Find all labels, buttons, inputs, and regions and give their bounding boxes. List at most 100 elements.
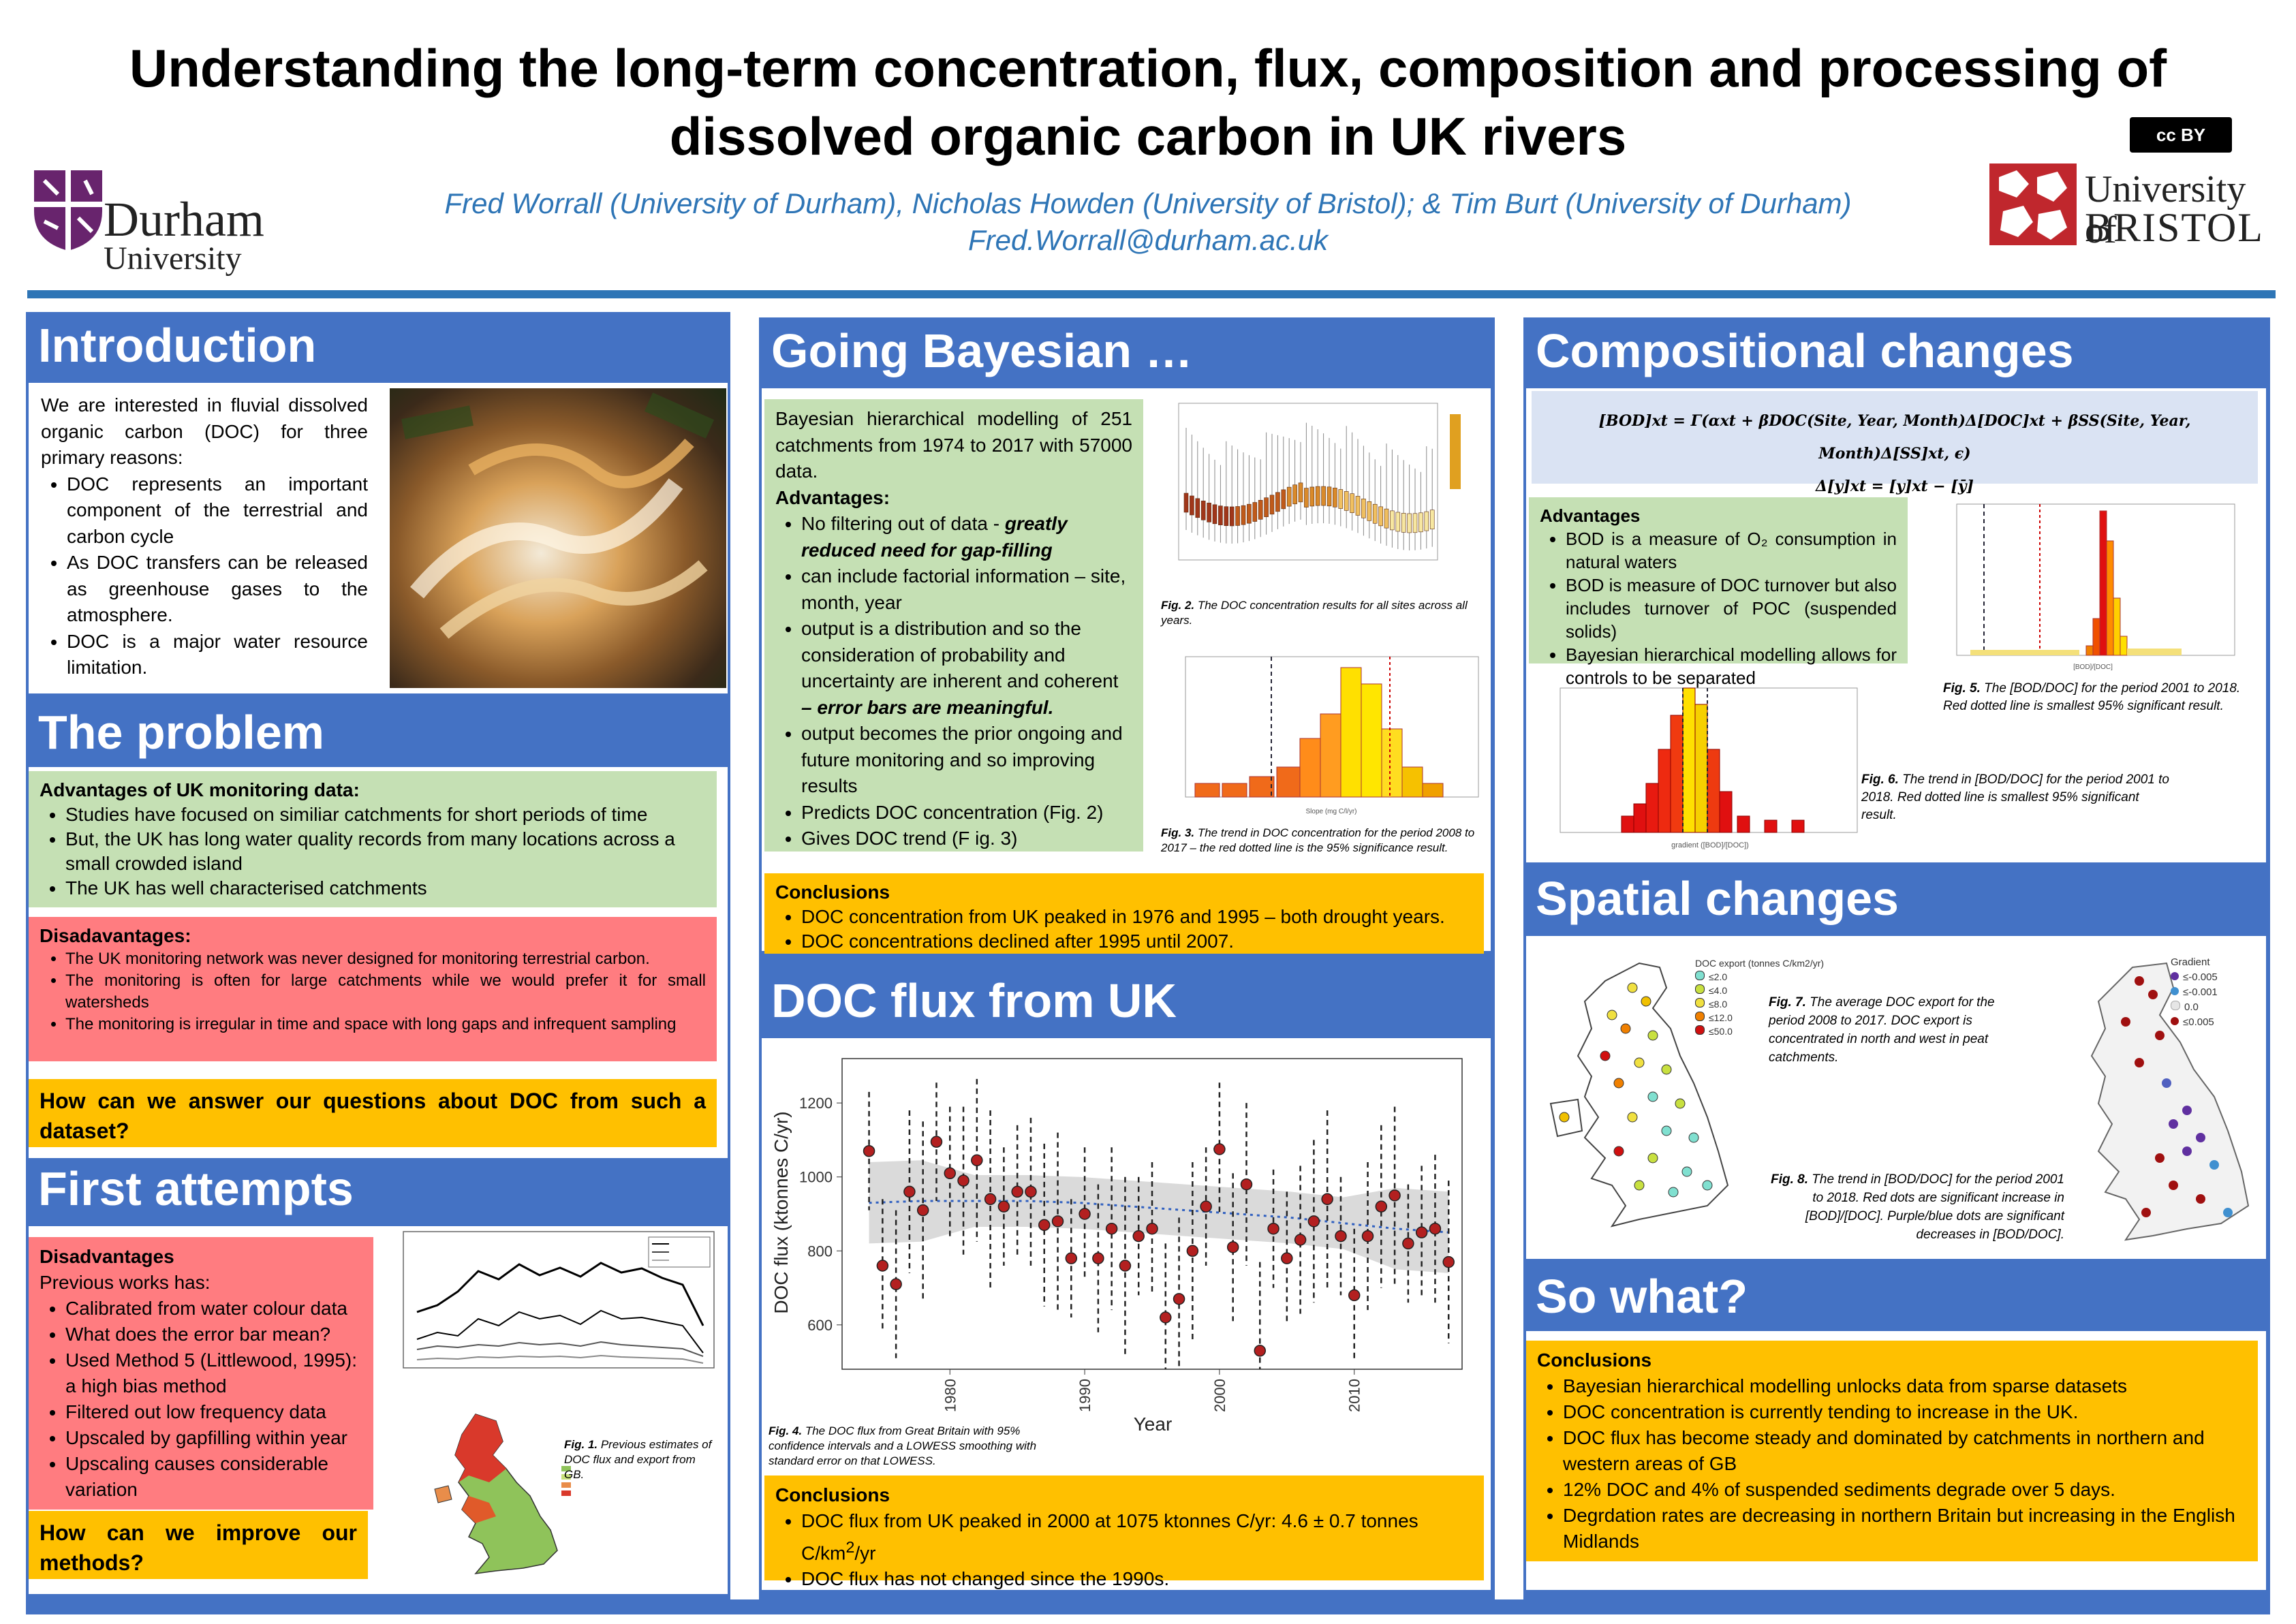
fig6-caption-text: The trend in [BOD/DOC] for the period 20… [1861,772,2169,822]
fig6-histogram-chart: gradient ([BOD]/[DOC]) [1533,684,1860,850]
fig8-caption-text: The trend in [BOD/DOC] for the period 20… [1805,1172,2064,1242]
comp-heading: Compositional changes [1536,324,2074,377]
bayes-item-1-emphasis: greatly reduced need for gap-filling [801,513,1068,561]
comp-adv-item-1: BOD is a measure of O₂ consumption in na… [1566,527,1897,574]
comp-adv-list: BOD is a measure of O₂ consumption in na… [1540,527,1897,689]
intro-item-2: As DOC transfers can be released as gree… [67,550,368,629]
fig5-histogram-chart: [BOD]/[DOC] [1943,503,2236,673]
fig5-caption-text: The [BOD/DOC] for the period 2001 to 201… [1943,681,2241,713]
fig8-legend-title: Gradient [2171,956,2210,968]
problem-heading: The problem [38,706,325,759]
flux-concl-item-2: DOC flux has not changed since the 1990s… [801,1566,1473,1592]
comp-adv-item-2: BOD is measure of DOC turnover but also … [1566,574,1897,643]
fig4-data-point [1267,1222,1279,1235]
authors: Fred Worrall (University of Durham), Nic… [0,185,2296,259]
fig2-box [1241,452,1246,543]
fig4-data-point [1173,1293,1185,1305]
intro-list: DOC represents an important component of… [41,471,368,681]
fig4-data-point [1375,1200,1388,1213]
svg-text:gradient ([BOD]/[DOC]): gradient ([BOD]/[DOC]) [1671,841,1749,849]
fig2-boxplot-chart [1158,401,1481,591]
fig2-box [1281,436,1286,527]
problem-dis-item-3: The monitoring is irregular in time and … [65,1014,706,1035]
problem-dis-item-2: The monitoring is often for large catchm… [65,970,706,1014]
cc-license-badge: cc BY [2130,117,2232,153]
bayes-concl-item-2: DOC concentrations declined after 1995 u… [801,929,1473,954]
fig2-box [1190,434,1194,533]
problem-disadvantages-box: Disadavantages: The UK monitoring networ… [29,917,717,1061]
fig4-data-point [1079,1208,1091,1220]
comp-adv-title: Advantages [1540,505,1641,526]
fig2-box [1424,446,1429,549]
problem-adv-item-3: The UK has well characterised catchments [65,876,706,901]
fig4-x-tick-label: 2000 [1211,1379,1228,1412]
fig7-caption: Fig. 7. The average DOC export for the p… [1769,993,2014,1067]
flux-concl-item-1: DOC flux from UK peaked in 2000 at 1075 … [801,1508,1473,1566]
fig2-box [1229,445,1235,544]
fig4-data-point [1415,1226,1428,1238]
svg-text:[BOD]/[DOC]: [BOD]/[DOC] [2073,663,2113,671]
fig8-legend-label-4: ≤0.005 [2183,1016,2214,1028]
gb-map-icon [434,1414,558,1574]
fig4-data-point [971,1154,983,1167]
fig6-caption-label: Fig. 6. [1861,772,1899,787]
bayes-adv-list: No filtering out of data - greatly reduc… [775,511,1132,852]
bayes-item-3-text: output is a distribution and so the cons… [801,618,1119,691]
fig2-box [1200,448,1206,538]
waterfall-image-icon [401,392,715,639]
fig6-caption: Fig. 6. The trend in [BOD/DOC] for the p… [1861,771,2175,824]
fig7-legend-label-4: ≤12.0 [1709,1012,1733,1023]
flux-concl-list: DOC flux from UK peaked in 2000 at 1075 … [775,1508,1473,1592]
fig8-legend: Gradient ≤-0.005 ≤-0.001 0.0 ≤0.005 [2171,955,2266,1044]
fig4-y-tick-label: 800 [807,1243,833,1260]
fig8-legend-label-1: ≤-0.005 [2183,971,2218,983]
fig2-box [1298,441,1303,520]
bristol-crest-icon [1989,163,2077,245]
fig7-legend-label-1: ≤2.0 [1709,971,1728,982]
fig7-legend-title: DOC export (tonnes C/km2/yr) [1695,958,1825,969]
fig2-box [1252,457,1258,540]
durham-logo: Durham University [27,163,313,279]
fig4-data-point [997,1200,1010,1213]
fig8-caption: Fig. 8. The trend in [BOD/DOC] for the p… [1758,1170,2064,1244]
fig2-box [1224,441,1229,544]
fig2-box [1395,454,1401,549]
problem-adv-item-1: Studies have focused on similiar catchme… [65,802,706,827]
fig2-box [1327,437,1332,524]
intro-lead: We are interested in fluvial dissolved o… [41,394,368,468]
fig4-flux-chart: DOC flux (ktonnes C/yr) Year 600 800 1000 1… [767,1049,1485,1435]
fig4-data-point [944,1167,957,1180]
fig4-data-point [1226,1241,1239,1253]
first-dis-item-5: Upscaled by gapfilling within year [65,1425,362,1451]
fig4-y-tick-label: 1200 [799,1095,833,1112]
bayes-item-3-emphasis: – error bars are meaningful. [801,696,1054,718]
problem-adv-title: Advantages of UK monitoring data: [40,779,360,800]
bristol-logo-text: University of [2085,168,2246,251]
fig2-box [1183,428,1189,530]
bayes-concl-item-1: DOC concentration from UK peaked in 1976… [801,905,1473,929]
fig8-legend-label-2: ≤-0.001 [2183,986,2218,998]
bayes-conclusions-box: Conclusions DOC concentration from UK pe… [764,873,1484,954]
fig4-data-point [1281,1252,1293,1264]
uk-map-icon [1549,962,1729,1228]
fig4-data-point [1213,1143,1226,1155]
comp-advantages-box: Advantages BOD is a measure of O₂ consum… [1529,497,1908,688]
title-line-1: Understanding the long-term concentratio… [129,38,2167,98]
comp-equation-1: [BOD]xt = Γ(αxt + βDOC(Site, Year, Month… [1598,412,2191,463]
fig4-data-point [1038,1219,1051,1232]
bayes-item-6: Gives DOC trend (F ig. 3) [801,826,1132,852]
fig1-map-legend [561,1455,602,1510]
fig4-y-tick-label: 1000 [799,1169,833,1186]
fig2-box [1401,460,1406,550]
author-email: Fred.Worrall@durham.ac.uk [967,224,1329,256]
first-attempts-heading: First attempts [38,1162,354,1215]
first-dis-lead: Previous works has: [40,1272,211,1293]
fig7-legend: DOC export (tonnes C/km2/yr) ≤2.0 ≤4.0 ≤… [1695,956,1831,1052]
fig4-data-point [984,1193,997,1206]
sowhat-conclusions-box: Conclusions Bayesian hierarchical modell… [1526,1341,2258,1561]
problem-adv-list: Studies have focused on similiar catchme… [40,802,706,901]
fig4-y-tick-label: 600 [807,1317,833,1334]
fig7-legend-item-2: ≤4.0 [1695,984,1831,997]
fig1-caption-text: Previous estimates of DOC flux and expor… [564,1438,712,1481]
fig2-box [1269,433,1275,532]
